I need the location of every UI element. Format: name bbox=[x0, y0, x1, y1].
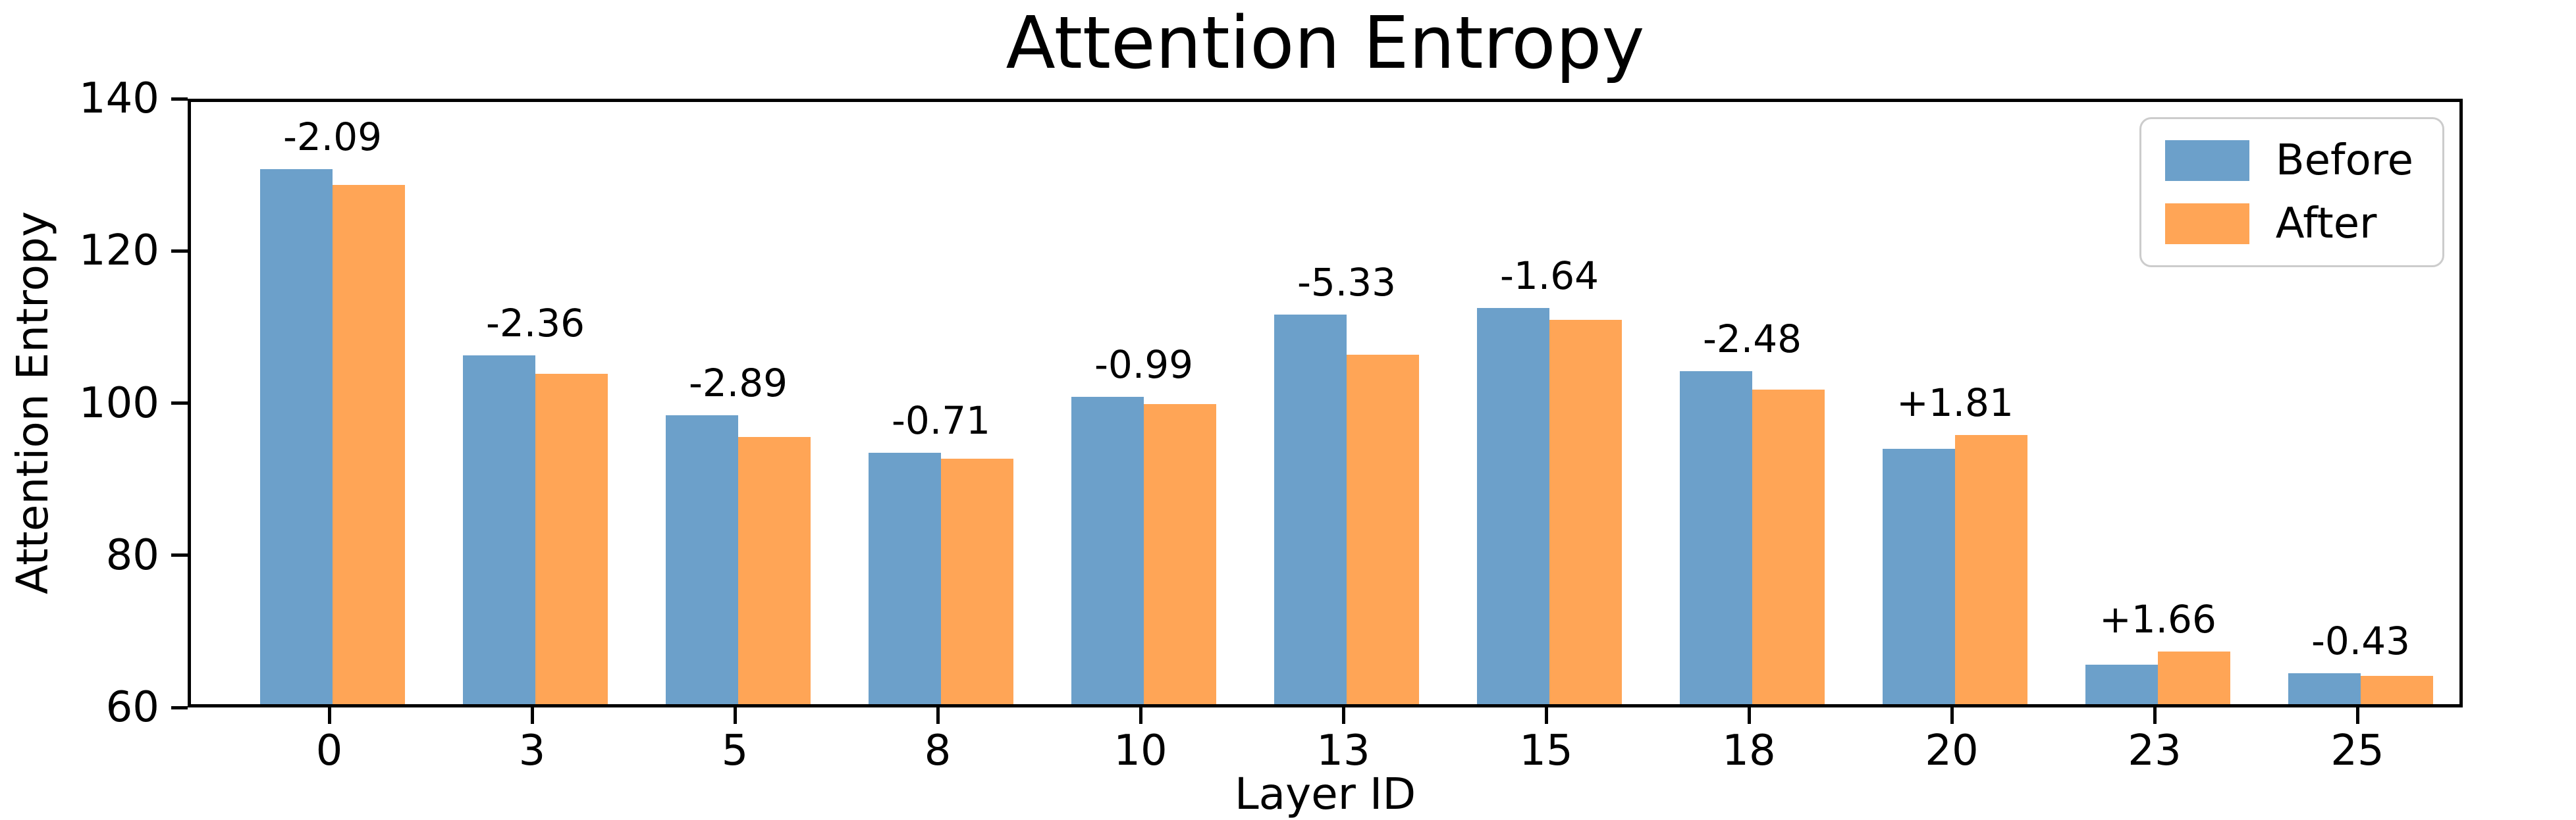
delta-label-layer-5: -2.89 bbox=[688, 360, 788, 405]
before-bar-layer-0 bbox=[260, 169, 333, 704]
delta-label-layer-0: -2.09 bbox=[282, 115, 383, 160]
y-tick-mark-140 bbox=[171, 97, 188, 101]
x-tick-mark-18 bbox=[1748, 707, 1751, 724]
x-tick-mark-13 bbox=[1342, 707, 1345, 724]
x-tick-mark-8 bbox=[936, 707, 940, 724]
legend-row-after: After bbox=[2164, 199, 2413, 248]
delta-label-layer-3: -2.36 bbox=[485, 301, 585, 346]
y-tick-label-140: 140 bbox=[78, 74, 159, 123]
delta-label-layer-18: -2.48 bbox=[1702, 316, 1802, 361]
after-swatch bbox=[2164, 203, 2249, 244]
x-tick-mark-20 bbox=[1950, 707, 1954, 724]
before-bar-layer-15 bbox=[1477, 307, 1549, 704]
after-bar-layer-10 bbox=[1144, 404, 1216, 704]
delta-label-layer-13: -5.33 bbox=[1297, 260, 1397, 305]
delta-label-layer-20: +1.81 bbox=[1896, 380, 2014, 425]
x-tick-label-25: 25 bbox=[2330, 727, 2384, 775]
x-tick-label-8: 8 bbox=[924, 727, 952, 775]
delta-label-layer-10: -0.99 bbox=[1094, 342, 1194, 387]
x-tick-label-3: 3 bbox=[518, 727, 546, 775]
before-bar-layer-13 bbox=[1274, 315, 1347, 704]
after-bar-layer-0 bbox=[333, 185, 405, 704]
after-bar-layer-18 bbox=[1752, 390, 1825, 704]
after-bar-layer-3 bbox=[535, 374, 608, 704]
x-tick-mark-15 bbox=[1545, 707, 1548, 724]
before-bar-layer-20 bbox=[1883, 448, 1955, 704]
x-tick-mark-3 bbox=[531, 707, 534, 724]
x-axis-label: Layer ID bbox=[1234, 769, 1416, 819]
y-tick-mark-80 bbox=[171, 553, 188, 557]
delta-label-layer-8: -0.71 bbox=[891, 398, 991, 444]
x-tick-label-5: 5 bbox=[721, 727, 749, 775]
y-tick-label-100: 100 bbox=[78, 378, 159, 428]
x-tick-label-20: 20 bbox=[1925, 727, 1979, 775]
x-tick-label-23: 23 bbox=[2128, 727, 2182, 775]
x-tick-mark-10 bbox=[1139, 707, 1142, 724]
after-bar-layer-15 bbox=[1549, 320, 1622, 704]
legend-row-before: Before bbox=[2164, 136, 2413, 185]
after-bar-layer-20 bbox=[1955, 434, 2027, 704]
legend: Before After bbox=[2139, 117, 2444, 267]
before-bar-layer-5 bbox=[666, 415, 738, 704]
after-bar-layer-23 bbox=[2158, 652, 2230, 704]
x-tick-mark-25 bbox=[2356, 707, 2359, 724]
y-tick-mark-120 bbox=[171, 249, 188, 253]
x-tick-mark-23 bbox=[2153, 707, 2157, 724]
after-bar-layer-25 bbox=[2361, 676, 2433, 704]
after-bar-layer-5 bbox=[738, 437, 811, 704]
x-tick-mark-0 bbox=[328, 707, 331, 724]
after-bar-layer-13 bbox=[1347, 355, 1419, 704]
after-bar-layer-8 bbox=[941, 458, 1013, 704]
before-swatch bbox=[2164, 140, 2249, 181]
y-tick-mark-60 bbox=[171, 705, 188, 709]
y-tick-mark-100 bbox=[171, 401, 188, 405]
y-tick-label-120: 120 bbox=[78, 226, 159, 276]
y-tick-label-80: 80 bbox=[105, 530, 159, 580]
before-bar-layer-3 bbox=[463, 355, 535, 704]
legend-label-before: Before bbox=[2275, 136, 2413, 185]
x-tick-label-18: 18 bbox=[1722, 727, 1776, 775]
chart-title: Attention Entropy bbox=[1006, 1, 1645, 85]
x-tick-label-13: 13 bbox=[1316, 727, 1370, 775]
x-tick-label-10: 10 bbox=[1114, 727, 1167, 775]
x-tick-label-15: 15 bbox=[1519, 727, 1573, 775]
delta-label-layer-25: -0.43 bbox=[2311, 618, 2411, 663]
before-bar-layer-10 bbox=[1071, 396, 1144, 704]
x-tick-label-0: 0 bbox=[315, 727, 343, 775]
y-tick-label-60: 60 bbox=[105, 683, 159, 732]
before-bar-layer-23 bbox=[2085, 664, 2158, 704]
delta-label-layer-15: -1.64 bbox=[1499, 253, 1599, 298]
before-bar-layer-25 bbox=[2288, 673, 2361, 704]
before-bar-layer-8 bbox=[869, 453, 941, 704]
before-bar-layer-18 bbox=[1680, 371, 1752, 704]
delta-label-layer-23: +1.66 bbox=[2099, 597, 2216, 642]
x-tick-mark-5 bbox=[734, 707, 737, 724]
plot-area: -2.09 -2.36 -2.89 -0.71 -0.99 -5.33 -1.64 -2.48… bbox=[188, 99, 2463, 707]
legend-label-after: After bbox=[2275, 199, 2377, 248]
